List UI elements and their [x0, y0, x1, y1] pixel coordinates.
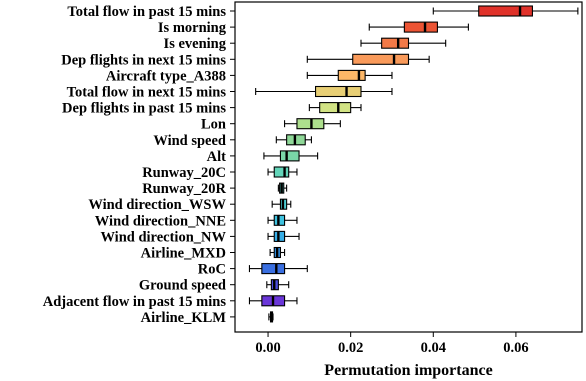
box-iqr — [315, 85, 362, 98]
box-iqr — [337, 69, 366, 81]
box-iqr — [478, 5, 533, 17]
y-tick-label: Total flow in next 15 mins — [67, 85, 227, 101]
y-tick-label: Alt — [207, 149, 227, 165]
box-iqr — [261, 263, 286, 275]
box-5 — [255, 85, 393, 98]
box-6 — [308, 102, 362, 114]
box-iqr — [319, 102, 352, 114]
box-18 — [248, 295, 298, 307]
box-12 — [271, 198, 292, 210]
box-19 — [268, 311, 274, 323]
box-15 — [269, 246, 286, 259]
box-3 — [306, 53, 430, 65]
y-tick-label: Wind direction_WSW — [88, 197, 226, 213]
box-1 — [368, 21, 469, 33]
box-11 — [277, 182, 288, 194]
box-14 — [267, 230, 300, 242]
y-tick-label: Is morning — [158, 20, 227, 36]
box-iqr — [273, 166, 290, 178]
x-tick-label: 0.00 — [255, 340, 280, 356]
x-tick-label: 0.04 — [421, 340, 446, 356]
y-tick-label: Dep flights in next 15 mins — [61, 52, 226, 68]
plot-frame — [234, 1, 583, 333]
box-4 — [306, 69, 393, 81]
y-tick-label: Adjacent flow in past 15 mins — [43, 294, 227, 310]
y-tick-label: Total flow in past 15 mins — [67, 4, 226, 20]
box-7 — [284, 118, 341, 130]
x-tick-label: 0.06 — [503, 340, 528, 356]
y-tick-label: Lon — [201, 117, 226, 133]
y-tick-label: Is evening — [164, 36, 227, 52]
box-8 — [275, 134, 312, 146]
box-iqr — [352, 53, 410, 65]
y-tick-label: Runway_20C — [142, 165, 226, 181]
box-iqr — [381, 37, 410, 49]
y-tick-label: Wind direction_NW — [100, 229, 226, 245]
y-tick-label: Wind speed — [153, 133, 226, 149]
box-16 — [248, 263, 308, 275]
x-tick-label: 0.02 — [338, 340, 363, 356]
box-17 — [266, 279, 290, 291]
box-elements — [248, 5, 579, 323]
y-tick-label: Runway_20R — [142, 181, 226, 197]
box-iqr — [279, 150, 300, 162]
y-tick-label: Ground speed — [139, 278, 226, 294]
y-tick-label: RoC — [198, 262, 226, 278]
box-9 — [263, 150, 319, 162]
box-2 — [360, 37, 447, 49]
y-tick-label: Airline_MXD — [141, 246, 226, 262]
y-tick-label: Airline_KLM — [141, 310, 227, 326]
box-iqr — [403, 21, 438, 33]
x-axis-label: Permutation importance — [324, 362, 492, 379]
y-tick-label: Aircraft type_A388 — [106, 68, 226, 84]
box-0 — [432, 5, 579, 17]
y-tick-label: Dep flights in past 15 mins — [62, 101, 226, 117]
box-13 — [267, 214, 298, 226]
y-tick-label: Wind direction_NNE — [95, 213, 226, 229]
box-10 — [267, 166, 298, 178]
x-axis-ticks: 0.00 0.02 0.04 0.06 — [255, 332, 529, 356]
